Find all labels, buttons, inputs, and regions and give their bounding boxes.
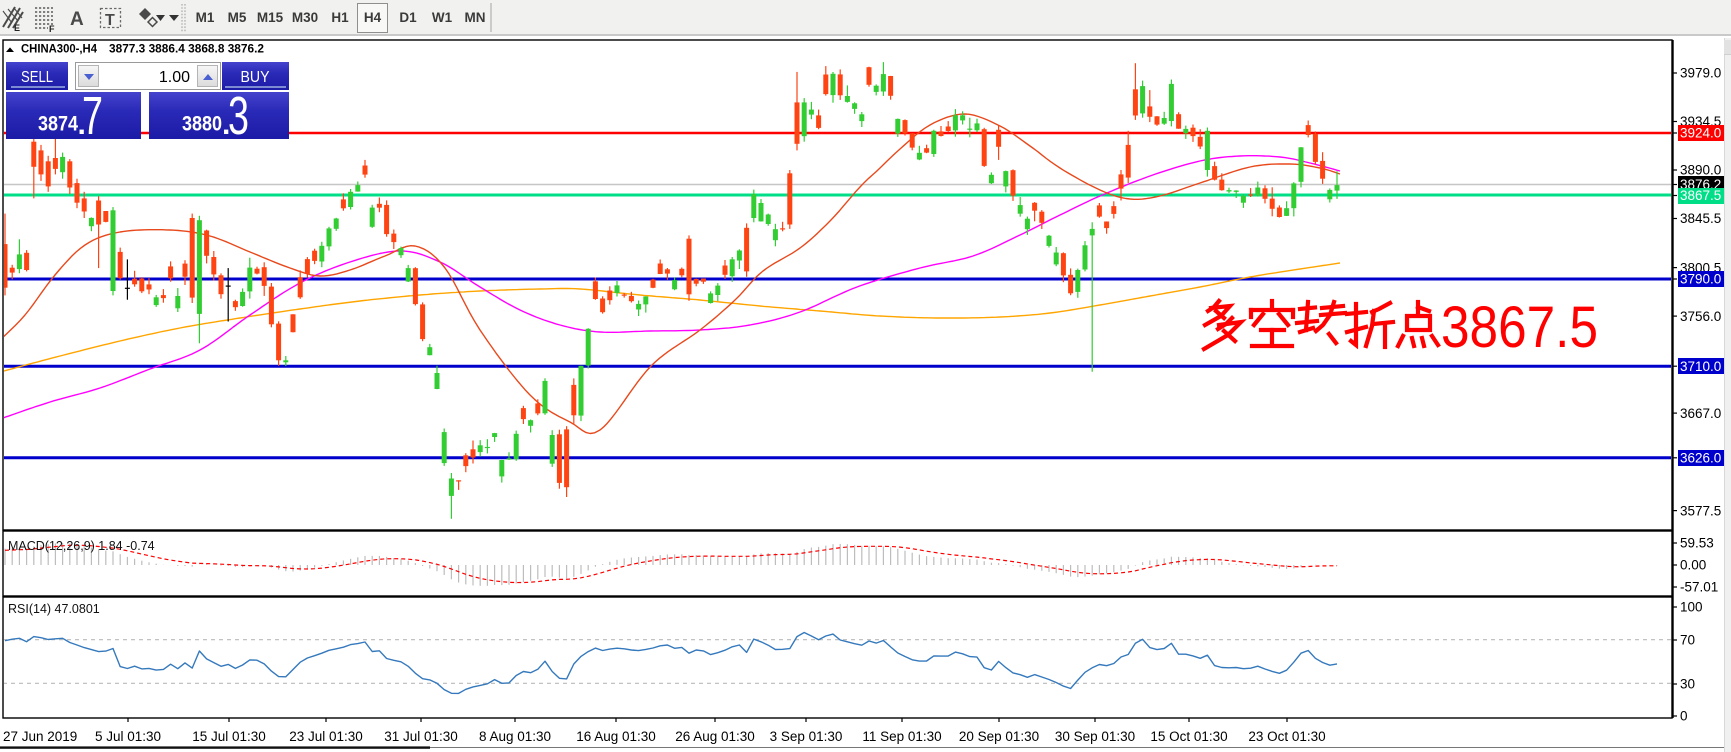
svg-text:3880: 3880 xyxy=(182,113,222,136)
svg-text:30 Sep 01:30: 30 Sep 01:30 xyxy=(1055,729,1135,744)
svg-text:27 Jun 2019: 27 Jun 2019 xyxy=(3,729,77,744)
svg-text:26 Aug 01:30: 26 Aug 01:30 xyxy=(675,729,755,744)
svg-text:3756.0: 3756.0 xyxy=(1680,309,1721,324)
svg-text:11 Sep 01:30: 11 Sep 01:30 xyxy=(862,729,941,744)
svg-text:0: 0 xyxy=(1680,709,1688,724)
svg-text:A: A xyxy=(70,9,84,30)
svg-text:15 Oct 01:30: 15 Oct 01:30 xyxy=(1150,729,1227,744)
svg-text:0.00: 0.00 xyxy=(1680,558,1706,573)
svg-text:23 Jul 01:30: 23 Jul 01:30 xyxy=(289,729,363,744)
svg-text:3874: 3874 xyxy=(38,113,78,136)
svg-text:15 Jul 01:30: 15 Jul 01:30 xyxy=(192,729,266,744)
svg-text:70: 70 xyxy=(1680,633,1695,648)
svg-text:F: F xyxy=(49,24,55,34)
svg-text:3 Sep 01:30: 3 Sep 01:30 xyxy=(770,729,843,744)
svg-text:3867.5: 3867.5 xyxy=(1441,295,1598,360)
svg-text:31 Jul 01:30: 31 Jul 01:30 xyxy=(384,729,458,744)
svg-text:3790.0: 3790.0 xyxy=(1680,272,1721,287)
svg-text:-57.01: -57.01 xyxy=(1680,580,1718,595)
svg-text:3710.0: 3710.0 xyxy=(1680,359,1721,374)
svg-text:100: 100 xyxy=(1680,600,1703,615)
svg-text:CHINA300-,H4: CHINA300-,H4 xyxy=(21,42,97,56)
svg-text:59.53: 59.53 xyxy=(1680,536,1714,551)
svg-text:3890.0: 3890.0 xyxy=(1680,163,1721,178)
svg-text:SELL: SELL xyxy=(21,69,53,86)
svg-text:7: 7 xyxy=(82,92,103,139)
svg-text:30: 30 xyxy=(1680,677,1695,692)
svg-text:.: . xyxy=(78,108,86,139)
svg-text:BUY: BUY xyxy=(241,69,270,86)
svg-text:3845.5: 3845.5 xyxy=(1680,211,1721,226)
svg-text:3577.5: 3577.5 xyxy=(1680,503,1721,518)
svg-text:20 Sep 01:30: 20 Sep 01:30 xyxy=(959,729,1039,744)
svg-text:3667.0: 3667.0 xyxy=(1680,406,1721,421)
svg-text:T: T xyxy=(105,12,115,29)
svg-text:3626.0: 3626.0 xyxy=(1680,451,1721,466)
svg-text:8 Aug 01:30: 8 Aug 01:30 xyxy=(479,729,551,744)
svg-text:3924.0: 3924.0 xyxy=(1680,126,1721,141)
svg-text:3867.5: 3867.5 xyxy=(1680,188,1721,203)
svg-text:MACD(12,26,9) 1.84 -0.74: MACD(12,26,9) 1.84 -0.74 xyxy=(8,539,155,553)
svg-text:3877.3 3886.4 3868.8 3876.2: 3877.3 3886.4 3868.8 3876.2 xyxy=(109,42,264,56)
svg-text:3: 3 xyxy=(228,92,249,139)
svg-text:.: . xyxy=(222,108,230,139)
svg-text:23 Oct 01:30: 23 Oct 01:30 xyxy=(1248,729,1325,744)
svg-text:RSI(14) 47.0801: RSI(14) 47.0801 xyxy=(8,602,100,616)
svg-text:E: E xyxy=(14,23,20,33)
svg-text:16 Aug 01:30: 16 Aug 01:30 xyxy=(576,729,656,744)
svg-text:3979.0: 3979.0 xyxy=(1680,66,1721,81)
svg-text:5 Jul 01:30: 5 Jul 01:30 xyxy=(95,729,161,744)
